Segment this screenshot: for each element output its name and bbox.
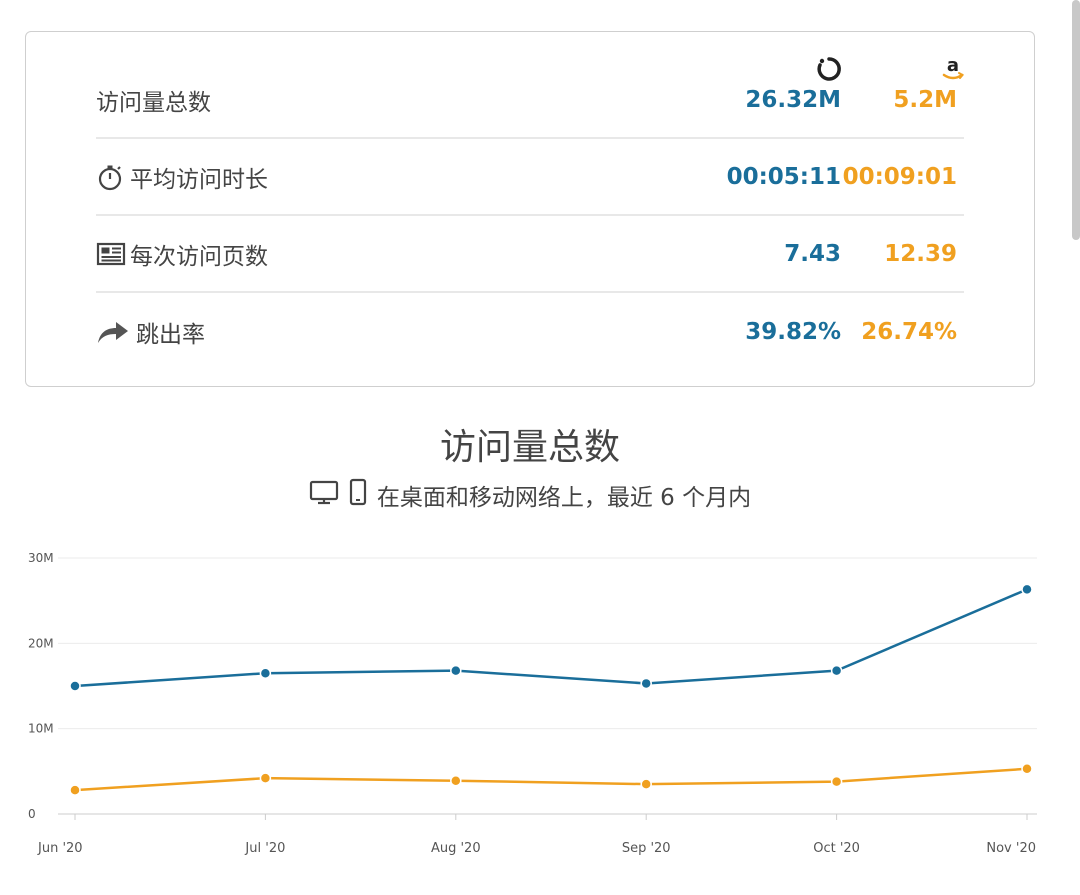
metric-row-total-visits: 访问量总数 26.32M 5.2M	[96, 62, 964, 139]
metric-label: 跳出率	[136, 321, 205, 348]
x-tick-label: Oct '20	[813, 841, 860, 856]
metric-label: 访问量总数	[96, 89, 211, 116]
data-point	[69, 680, 81, 692]
data-point	[450, 774, 462, 787]
chart-subtitle: 在桌面和移动网络上，最近 6 个月内	[376, 485, 752, 511]
line-chart: 0 10M 20M 30M Jun '20 Jul '20 Aug '20 Sep '20 Oc…	[28, 551, 1037, 856]
newspaper-icon	[96, 240, 126, 268]
data-point	[450, 664, 462, 677]
data-point	[259, 667, 272, 679]
spinner-logo-icon	[814, 54, 844, 84]
share-arrow-icon	[96, 318, 130, 346]
metric-value-site-a: 39.82%	[745, 318, 841, 345]
metric-row-pages-per-visit: 每次访问页数 7.43 12.39	[96, 216, 964, 293]
amazon-logo-icon: a	[938, 54, 968, 84]
x-tick-label: Sep '20	[622, 841, 671, 856]
y-tick-label: 20M	[28, 636, 54, 650]
chart-subtitle-row: 在桌面和移动网络上，最近 6 个月内	[0, 478, 1060, 512]
data-point	[1021, 583, 1033, 596]
stopwatch-icon	[96, 163, 124, 191]
y-tick-label: 0	[28, 807, 36, 821]
y-tick-label: 30M	[28, 551, 54, 565]
x-tick-label: Aug '20	[431, 841, 481, 856]
x-tick-label: Jul '20	[244, 841, 285, 856]
metric-value-site-b: 00:09:01	[842, 163, 957, 190]
series-line-1	[74, 588, 1028, 688]
svg-text:a: a	[947, 55, 959, 76]
series-line-2	[74, 767, 1028, 792]
data-point	[640, 778, 652, 790]
x-tick-label: Nov '20	[986, 841, 1036, 856]
chart-title: 访问量总数	[439, 427, 620, 468]
data-point	[1021, 763, 1033, 775]
metric-value-site-b: 26.74%	[861, 318, 957, 345]
desktop-icon	[309, 478, 339, 512]
data-point	[69, 784, 81, 796]
metric-value-site-a: 26.32M	[745, 86, 841, 113]
mobile-icon	[349, 478, 367, 512]
x-tick-label: Jun '20	[37, 841, 83, 856]
data-point	[640, 677, 652, 690]
metric-row-avg-duration: 平均访问时长 00:05:11 00:09:01	[96, 139, 964, 216]
metric-row-bounce-rate: 跳出率 39.82% 26.74%	[96, 293, 964, 370]
metric-label: 每次访问页数	[130, 243, 268, 270]
data-point	[259, 772, 272, 784]
data-point	[830, 775, 843, 788]
metric-value-site-b: 5.2M	[893, 86, 957, 113]
data-point	[830, 664, 843, 677]
metric-label: 平均访问时长	[130, 166, 268, 193]
metric-value-site-b: 12.39	[884, 240, 957, 267]
comparison-card: a 访问量总数 26.32M 5.2M 平均访问时长 00:05:11 00:0…	[25, 31, 1035, 387]
metric-value-site-a: 00:05:11	[726, 163, 841, 190]
page-scrollbar[interactable]	[1072, 0, 1080, 240]
y-tick-label: 10M	[28, 722, 54, 736]
metric-value-site-a: 7.43	[784, 240, 841, 267]
